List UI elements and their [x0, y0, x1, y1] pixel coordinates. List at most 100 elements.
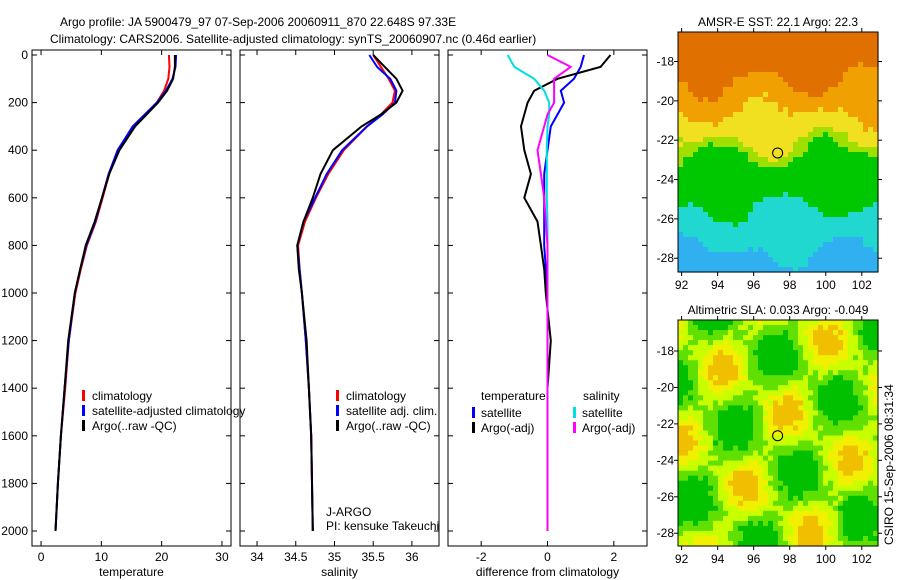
heatmap-cell	[698, 445, 704, 452]
heatmap-cell	[783, 475, 789, 482]
heatmap-cell	[853, 112, 859, 118]
heatmap-cell	[703, 470, 709, 477]
heatmap-cell	[838, 415, 844, 421]
heatmap-cell	[743, 470, 749, 477]
heatmap-cell	[818, 107, 824, 113]
heatmap-cell	[873, 355, 879, 361]
heatmap-cell	[713, 262, 719, 268]
heatmap-cell	[723, 222, 729, 228]
heatmap-cell	[728, 350, 734, 356]
heatmap-cell	[873, 520, 879, 527]
heatmap-cell	[678, 242, 684, 248]
heatmap-cell	[763, 152, 769, 158]
heatmap-cell	[853, 252, 859, 258]
heatmap-cell	[833, 47, 839, 53]
heatmap-cell	[828, 152, 834, 158]
heatmap-cell	[738, 52, 744, 58]
heatmap-cell	[803, 500, 809, 507]
heatmap-cell	[833, 247, 839, 253]
heatmap-cell	[723, 132, 729, 138]
y-tick-label: -24	[657, 453, 675, 467]
heatmap-cell	[808, 237, 814, 243]
heatmap-cell	[813, 37, 819, 43]
legend-header: temperature	[481, 389, 546, 403]
heatmap-cell	[688, 405, 694, 411]
heatmap-cell	[708, 207, 714, 213]
heatmap-cell	[853, 227, 859, 233]
heatmap-cell	[723, 217, 729, 223]
heatmap-cell	[783, 132, 789, 138]
heatmap-cell	[793, 495, 799, 502]
heatmap-cell	[713, 365, 719, 371]
heatmap-cell	[838, 460, 844, 467]
heatmap-cell	[708, 415, 714, 421]
heatmap-cell	[808, 222, 814, 228]
heatmap-cell	[678, 541, 684, 547]
heatmap-cell	[688, 500, 694, 507]
heatmap-cell	[828, 257, 834, 263]
heatmap-cell	[813, 345, 819, 351]
heatmap-cell	[873, 460, 879, 467]
heatmap-cell	[848, 67, 854, 73]
heatmap-cell	[803, 495, 809, 502]
heatmap-cell	[793, 237, 799, 243]
heatmap-cell	[788, 227, 794, 233]
heatmap-cell	[733, 242, 739, 248]
heatmap-cell	[828, 142, 834, 148]
heatmap-cell	[838, 52, 844, 58]
y-tick-label: 600	[8, 191, 28, 205]
heatmap-cell	[723, 470, 729, 477]
heatmap-cell	[813, 52, 819, 58]
heatmap-cell	[748, 227, 754, 233]
heatmap-cell	[778, 37, 784, 43]
heatmap-cell	[793, 117, 799, 123]
heatmap-cell	[738, 335, 744, 341]
heatmap-cell	[873, 335, 879, 341]
heatmap-cell	[693, 350, 699, 356]
heatmap-cell	[853, 510, 859, 517]
heatmap-cell	[838, 242, 844, 248]
heatmap-cell	[768, 415, 774, 421]
heatmap-cell	[743, 385, 749, 391]
heatmap-cell	[723, 47, 729, 53]
heatmap-cell	[813, 525, 819, 532]
heatmap-cell	[793, 147, 799, 153]
heatmap-cell	[728, 325, 734, 331]
heatmap-cell	[773, 425, 779, 432]
heatmap-cell	[753, 460, 759, 467]
heatmap-cell	[753, 435, 759, 442]
heatmap-cell	[828, 202, 834, 208]
heatmap-cell	[778, 525, 784, 532]
heatmap-cell	[773, 360, 779, 366]
heatmap-cell	[783, 112, 789, 118]
heatmap-cell	[738, 92, 744, 98]
heatmap-cell	[723, 430, 729, 437]
heatmap-cell	[718, 365, 724, 371]
heatmap-cell	[753, 212, 759, 218]
heatmap-cell	[828, 450, 834, 457]
heatmap-cell	[803, 340, 809, 346]
x-tick-label: 20	[155, 550, 169, 564]
heatmap-cell	[793, 510, 799, 517]
heatmap-cell	[718, 202, 724, 208]
heatmap-cell	[773, 67, 779, 73]
heatmap-cell	[693, 450, 699, 457]
heatmap-cell	[763, 97, 769, 103]
heatmap-cell	[808, 232, 814, 238]
heatmap-cell	[858, 530, 864, 537]
heatmap-cell	[758, 37, 764, 43]
heatmap-cell	[688, 77, 694, 83]
heatmap-cell	[838, 147, 844, 153]
heatmap-cell	[833, 330, 839, 336]
heatmap-cell	[773, 267, 779, 273]
heatmap-cell	[753, 450, 759, 457]
heatmap-cell	[868, 465, 874, 472]
heatmap-cell	[813, 490, 819, 497]
heatmap-cell	[833, 430, 839, 437]
heatmap-cell	[733, 345, 739, 351]
heatmap-cell	[798, 62, 804, 68]
heatmap-cell	[788, 172, 794, 178]
heatmap-cell	[693, 147, 699, 153]
argo-location-marker	[772, 147, 784, 159]
heatmap-cell	[708, 485, 714, 492]
